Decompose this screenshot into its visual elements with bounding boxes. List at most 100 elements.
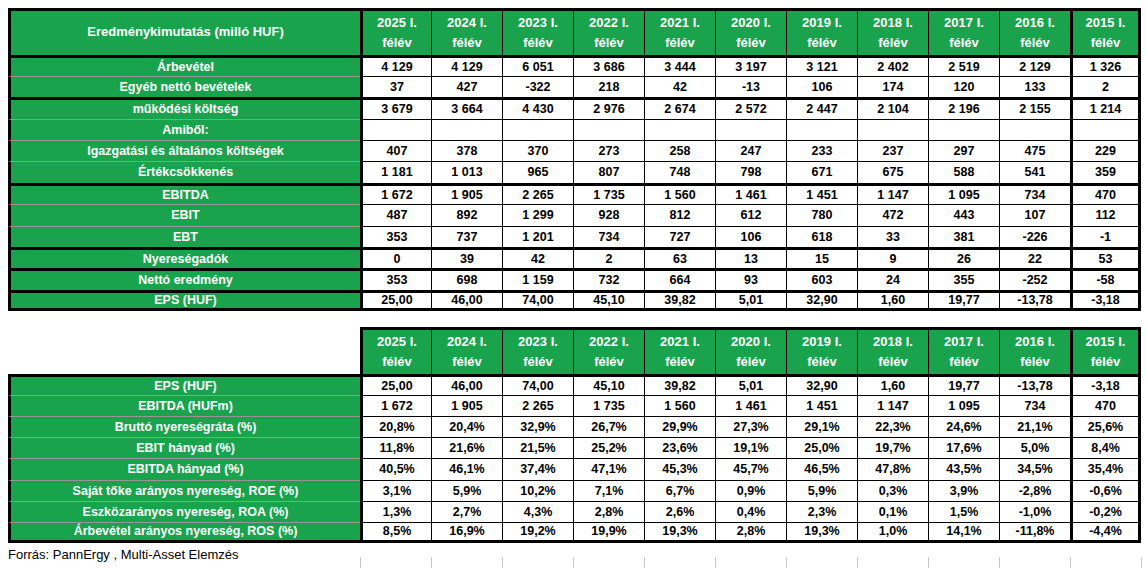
value-cell: 19,1% [715,437,786,458]
value-cell: 5,9% [431,480,502,501]
gridline-tick [928,557,929,568]
value-cell: 3 197 [715,55,786,76]
row-label: EBITDA hányad (%) [8,458,360,479]
value-cell: 381 [928,226,999,247]
value-cell: 2 196 [928,97,999,118]
column-header-period: félév [523,33,553,53]
value-cell: 120 [928,76,999,97]
value-cell: 1 095 [928,183,999,204]
value-cell: 3,1% [360,480,431,501]
column-header-period: félév [665,33,695,53]
gridline-tick [715,557,716,568]
value-cell: 1 560 [644,183,715,204]
column-header-period: félév [452,352,482,372]
value-cell: 33 [857,226,928,247]
value-cell: 0,4% [715,501,786,522]
value-cell: -1,0% [999,501,1070,522]
value-cell: 1 461 [715,395,786,416]
value-cell: 19,3% [644,522,715,543]
value-cell: 24,6% [928,416,999,437]
value-cell: 353 [360,226,431,247]
value-cell: 9 [857,247,928,268]
column-header: 2016 I.félév [999,327,1070,374]
value-cell: 237 [857,140,928,161]
value-cell: 53 [1070,247,1141,268]
column-header-period: félév [665,352,695,372]
value-cell: 5,0% [999,437,1070,458]
value-cell: 112 [1070,204,1141,225]
column-header: 2025 I.félév [360,327,431,374]
row-label: EPS (HUF) [8,374,360,395]
ratios-table: 2025 I.félév2024 I.félév2023 I.félév2022… [8,327,1141,543]
value-cell: 6 051 [502,55,573,76]
column-header: 2015 I.félév [1070,327,1141,374]
value-cell: 22,3% [857,416,928,437]
row-label: Értékcsökkenés [8,161,360,182]
value-cell: 258 [644,140,715,161]
value-cell: 1 214 [1070,97,1141,118]
value-cell: 664 [644,268,715,289]
value-cell: 1 159 [502,268,573,289]
column-header-year: 2024 I. [447,332,487,352]
value-cell: 19,9% [573,522,644,543]
column-header: 2023 I.félév [502,8,573,55]
column-header: 2022 I.félév [573,8,644,55]
value-cell: 798 [715,161,786,182]
value-cell: -0,6% [1070,480,1141,501]
value-cell: 46,5% [786,458,857,479]
value-cell: 46,00 [431,290,502,311]
value-cell: 3 679 [360,97,431,118]
value-cell: 2 447 [786,97,857,118]
value-cell: 353 [360,268,431,289]
column-header: 2015 I.félév [1070,8,1141,55]
value-cell: 671 [786,161,857,182]
value-cell: 19,3% [786,522,857,543]
value-cell: 46,00 [431,374,502,395]
value-cell: -322 [502,76,573,97]
column-header-year: 2023 I. [518,13,558,33]
column-header: 2025 I.félév [360,8,431,55]
value-cell: 734 [999,183,1070,204]
value-cell: 3 686 [573,55,644,76]
value-cell [644,119,715,140]
value-cell: 2 674 [644,97,715,118]
value-cell [999,119,1070,140]
gridline-tick [644,557,645,568]
value-cell: 74,00 [502,290,573,311]
value-cell: 748 [644,161,715,182]
value-cell: 0,9% [715,480,786,501]
value-cell: 3 444 [644,55,715,76]
value-cell: 2,3% [786,501,857,522]
value-cell: 22 [999,247,1070,268]
value-cell: 1 735 [573,395,644,416]
value-cell: 2,8% [573,501,644,522]
value-cell: 5,9% [786,480,857,501]
gridline-tick [1141,557,1142,568]
value-cell: 612 [715,204,786,225]
table-title-cell: Eredménykimutatás (milló HUF) [8,8,360,55]
value-cell: 812 [644,204,715,225]
value-cell: -58 [1070,268,1141,289]
value-cell: 1 147 [857,183,928,204]
column-header-year: 2025 I. [377,13,417,33]
value-cell: 4 129 [360,55,431,76]
value-cell: 233 [786,140,857,161]
value-cell: 1,5% [928,501,999,522]
value-cell: 16,9% [431,522,502,543]
value-cell: 7,1% [573,480,644,501]
value-cell: 470 [1070,395,1141,416]
row-label: EBITDA [8,183,360,204]
column-header: 2016 I.félév [999,8,1070,55]
value-cell: -252 [999,268,1070,289]
value-cell: 1 013 [431,161,502,182]
value-cell: 11,8% [360,437,431,458]
value-cell: 19,7% [857,437,928,458]
row-label: EPS (HUF) [8,290,360,311]
value-cell: 1 672 [360,395,431,416]
value-cell: 5,01 [715,374,786,395]
value-cell: 25,00 [360,290,431,311]
row-label: Árbevétel arányos nyereség, ROS (%) [8,522,360,543]
value-cell: 21,6% [431,437,502,458]
value-cell: 45,7% [715,458,786,479]
value-cell: 26,7% [573,416,644,437]
